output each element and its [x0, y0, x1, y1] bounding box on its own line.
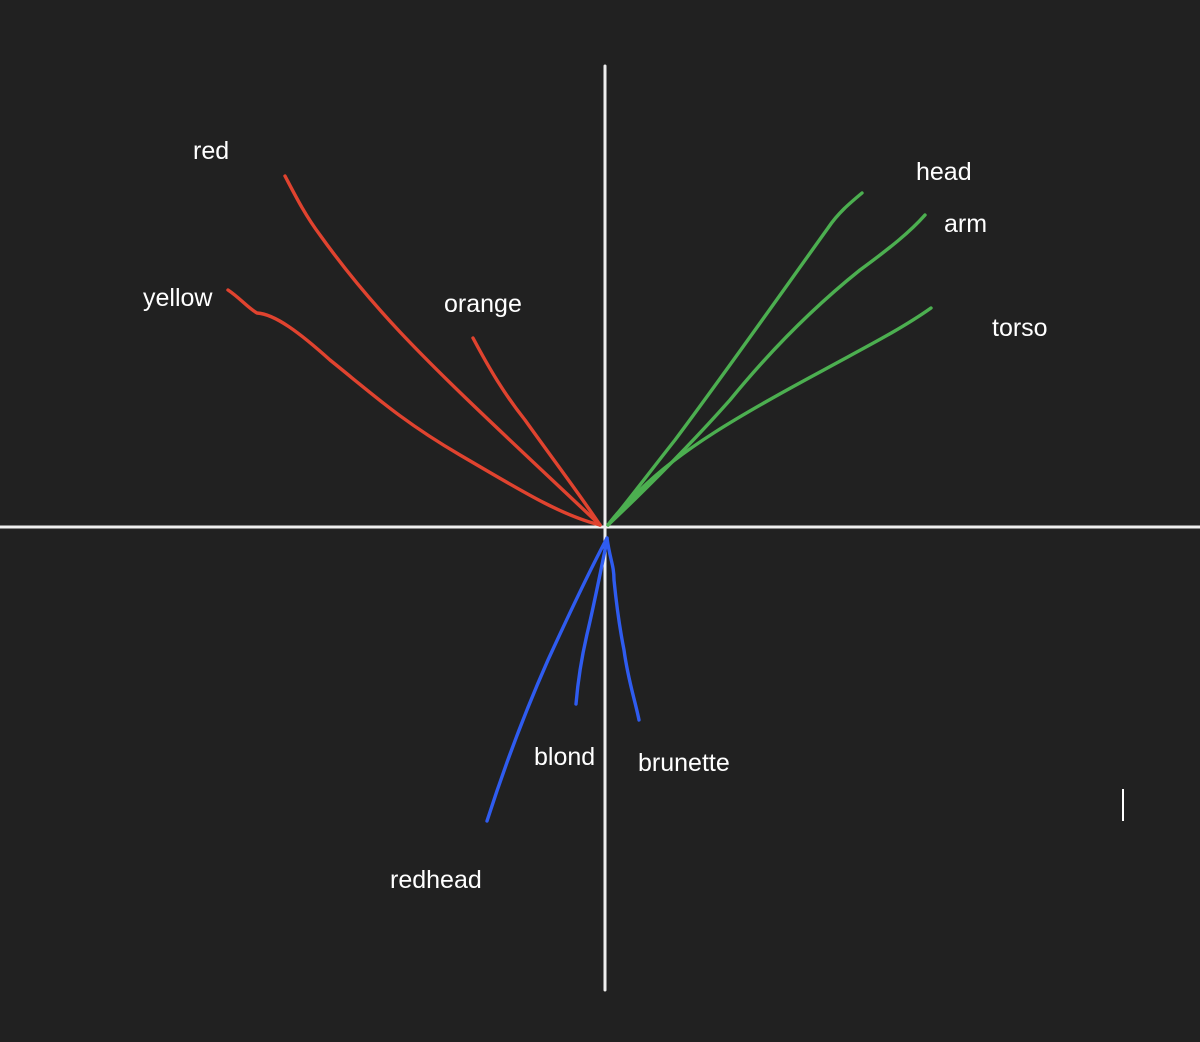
vector-torso — [606, 306, 933, 527]
vector-yellow — [226, 288, 602, 527]
vector-blond — [574, 538, 609, 706]
label-arm: arm — [944, 210, 987, 238]
vector-redhead — [485, 536, 609, 823]
label-head: head — [916, 158, 972, 186]
label-torso: torso — [992, 314, 1048, 342]
vector-head — [606, 191, 864, 527]
vector-arm — [606, 213, 927, 527]
vector-orange — [471, 336, 602, 527]
vector-brunette — [605, 536, 641, 722]
label-blond: blond — [534, 743, 595, 771]
label-brunette: brunette — [638, 749, 730, 777]
vector-red — [283, 174, 602, 527]
label-red: red — [193, 137, 229, 165]
label-yellow: yellow — [143, 284, 213, 312]
label-orange: orange — [444, 290, 522, 318]
label-redhead: redhead — [390, 866, 482, 894]
